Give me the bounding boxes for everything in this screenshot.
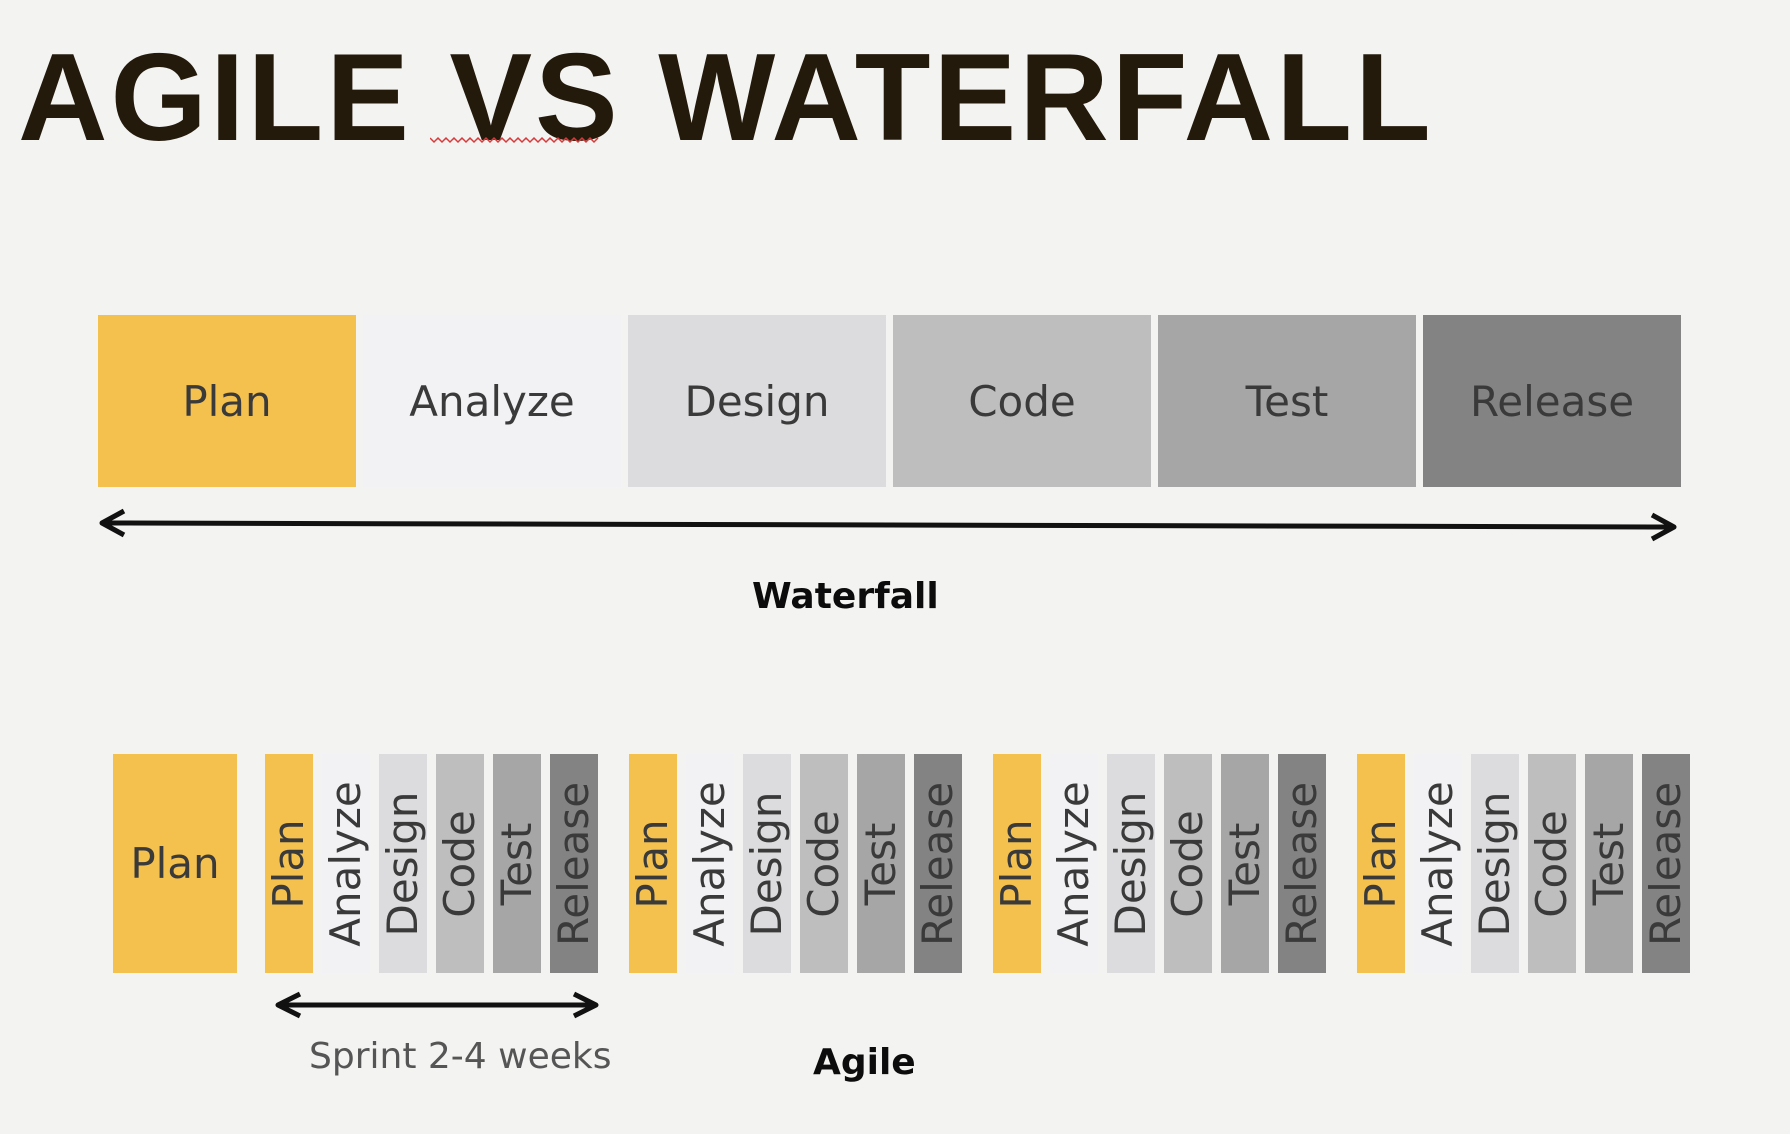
- sprint-phase-label: Code: [436, 809, 484, 918]
- sprint-phase-release: Release: [550, 754, 598, 973]
- agile-initial-plan-label: Plan: [130, 839, 220, 888]
- sprint-phase-code: Code: [800, 754, 848, 973]
- sprint-phase-plan: Plan: [993, 754, 1041, 973]
- sprint-phase-plan: Plan: [1357, 754, 1405, 973]
- waterfall-phase-plan: Plan: [98, 315, 356, 487]
- sprint-phase-label: Release: [914, 781, 962, 946]
- sprint-phase-label: Test: [857, 822, 905, 905]
- sprint-phase-analyze: Analyze: [322, 754, 370, 973]
- sprint-phase-design: Design: [743, 754, 791, 973]
- spellcheck-underline: [430, 136, 599, 144]
- sprint-phase-label: Design: [743, 790, 791, 937]
- sprint-phase-label: Code: [800, 809, 848, 918]
- waterfall-phase-label: Code: [968, 376, 1076, 426]
- sprint-phase-label: Test: [1585, 822, 1633, 905]
- sprint-phase-code: Code: [1528, 754, 1576, 973]
- sprint-phase-release: Release: [1278, 754, 1326, 973]
- agile-label: Agile: [813, 1042, 916, 1083]
- sprint-phase-label: Analyze: [686, 780, 734, 947]
- sprint-phase-label: Code: [1164, 809, 1212, 918]
- sprint-phase-label: Release: [550, 781, 598, 946]
- agile-sprint: Plan Analyze Design Code Test Release: [265, 754, 598, 973]
- sprint-phase-design: Design: [379, 754, 427, 973]
- sprint-phase-code: Code: [1164, 754, 1212, 973]
- sprint-phase-plan: Plan: [629, 754, 677, 973]
- waterfall-phase-test: Test: [1158, 315, 1416, 487]
- waterfall-phase-label: Test: [1245, 376, 1329, 426]
- waterfall-phase-release: Release: [1423, 315, 1681, 487]
- agile-initial-plan: Plan: [113, 754, 237, 973]
- waterfall-phase-label: Release: [1469, 376, 1635, 426]
- sprint-duration-arrow: [275, 991, 599, 1019]
- waterfall-phase-code: Code: [893, 315, 1151, 487]
- sprint-phase-label: Design: [1471, 790, 1519, 937]
- sprint-phase-label: Design: [379, 790, 427, 937]
- sprint-phase-design: Design: [1107, 754, 1155, 973]
- waterfall-phase-design: Design: [628, 315, 886, 487]
- sprint-phase-analyze: Analyze: [1050, 754, 1098, 973]
- sprint-phase-release: Release: [914, 754, 962, 973]
- sprint-phase-test: Test: [857, 754, 905, 973]
- agile-sprint: Plan Analyze Design Code Test Release: [629, 754, 962, 973]
- sprint-phase-label: Plan: [265, 818, 313, 909]
- waterfall-phase-label: Design: [684, 376, 830, 426]
- sprint-phase-analyze: Analyze: [1414, 754, 1462, 973]
- waterfall-phase-row: Plan Analyze Design Code Test Release: [98, 315, 1681, 487]
- sprint-phase-label: Analyze: [322, 780, 370, 947]
- sprint-phase-release: Release: [1642, 754, 1690, 973]
- page-title: AGILE VS WATERFALL: [18, 29, 1434, 167]
- sprint-phase-label: Test: [1221, 822, 1269, 905]
- agile-sprint: Plan Analyze Design Code Test Release: [993, 754, 1326, 973]
- sprint-phase-test: Test: [1585, 754, 1633, 973]
- sprint-phase-label: Release: [1278, 781, 1326, 946]
- sprint-phase-label: Code: [1528, 809, 1576, 918]
- sprint-duration-label: Sprint 2-4 weeks: [309, 1036, 612, 1077]
- sprint-phase-label: Plan: [629, 818, 677, 909]
- sprint-phase-label: Plan: [993, 818, 1041, 909]
- sprint-phase-plan: Plan: [265, 754, 313, 973]
- sprint-phase-test: Test: [493, 754, 541, 973]
- sprint-phase-test: Test: [1221, 754, 1269, 973]
- waterfall-phase-label: Analyze: [409, 376, 575, 426]
- sprint-phase-label: Analyze: [1414, 780, 1462, 947]
- sprint-phase-label: Test: [493, 822, 541, 905]
- sprint-phase-label: Design: [1107, 790, 1155, 937]
- sprint-phase-label: Analyze: [1050, 780, 1098, 947]
- sprint-phase-design: Design: [1471, 754, 1519, 973]
- waterfall-phase-label: Plan: [182, 376, 272, 426]
- waterfall-label: Waterfall: [752, 576, 939, 617]
- waterfall-phase-analyze: Analyze: [363, 315, 621, 487]
- sprint-phase-label: Plan: [1357, 818, 1405, 909]
- sprint-phase-label: Release: [1642, 781, 1690, 946]
- sprint-phase-code: Code: [436, 754, 484, 973]
- agile-sprint: Plan Analyze Design Code Test Release: [1357, 754, 1690, 973]
- sprint-phase-analyze: Analyze: [686, 754, 734, 973]
